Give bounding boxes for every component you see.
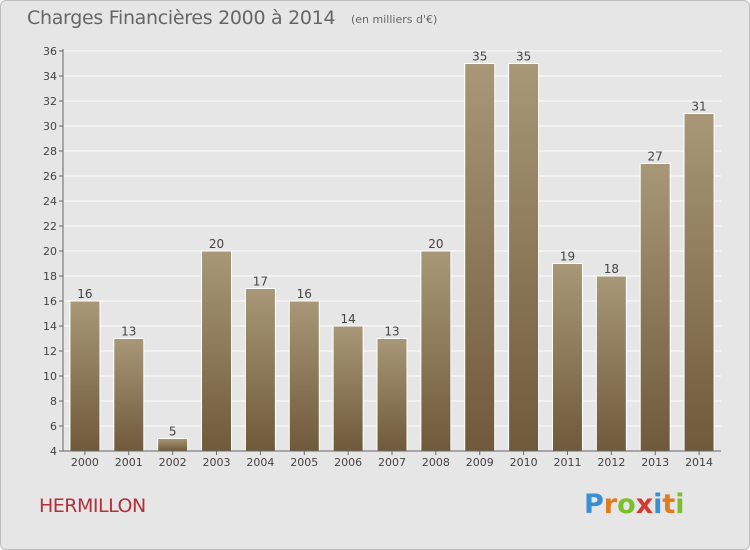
y-tick-label: 14 [43, 320, 57, 333]
x-tick-label-2008: 2008 [422, 456, 450, 469]
y-tick-label: 16 [43, 295, 57, 308]
chart-title: Charges Financières 2000 à 2014 [27, 7, 336, 29]
x-axis: 2000 2001 2002 2003 2004 2005 2006 2007 2008 2009… [63, 450, 721, 469]
bar-2008 [420, 250, 452, 452]
y-tick-label: 34 [43, 70, 57, 83]
x-tick-label-2001: 2001 [115, 456, 143, 469]
data-label-2014: 31 [691, 100, 706, 114]
data-label-2007: 13 [384, 325, 399, 339]
bar-2001 [113, 338, 145, 452]
logo-letter: i [675, 489, 685, 520]
bar-2002 [157, 438, 189, 452]
bar-2004 [244, 288, 276, 452]
y-tick-label: 12 [43, 345, 57, 358]
y-tick-label: 6 [50, 420, 57, 433]
x-tick-label-2004: 2004 [246, 456, 274, 469]
y-tick-label: 24 [43, 195, 57, 208]
y-tick-label: 18 [43, 270, 57, 283]
data-label-2000: 16 [77, 287, 92, 301]
bar-2012 [595, 275, 627, 452]
x-tick-label-2010: 2010 [510, 456, 538, 469]
data-label-2003: 20 [209, 237, 224, 251]
chart-unit-label: (en milliers d'€) [351, 13, 438, 26]
bar-2000 [69, 300, 101, 452]
place-name: HERMILLON [39, 495, 146, 517]
y-tick-label: 22 [43, 220, 57, 233]
y-tick-label: 32 [43, 95, 57, 108]
y-tick-label: 8 [50, 395, 57, 408]
bars [69, 63, 715, 452]
logo-letter: P [584, 489, 604, 520]
logo-letter: r [603, 489, 618, 520]
y-tick-label: 30 [43, 120, 57, 133]
logo-letter: t [662, 489, 676, 520]
logo-letter: x [635, 489, 654, 520]
y-tick-label: 36 [43, 45, 57, 58]
bar-2007 [376, 338, 408, 452]
logo-letter: i [653, 489, 663, 520]
data-label-2010: 35 [516, 50, 531, 64]
data-label-2008: 20 [428, 237, 443, 251]
bar-2013 [639, 163, 671, 452]
bar-2011 [551, 263, 583, 452]
y-tick-label: 4 [50, 445, 57, 458]
data-label-2009: 35 [472, 50, 487, 64]
y-tick-label: 10 [43, 370, 57, 383]
x-tick-label-2003: 2003 [203, 456, 231, 469]
x-tick-label-2012: 2012 [597, 456, 625, 469]
x-tick-label-2000: 2000 [71, 456, 99, 469]
x-tick-label-2005: 2005 [290, 456, 318, 469]
y-tick-label: 28 [43, 145, 57, 158]
data-label-2001: 13 [121, 325, 136, 339]
proxiti-logo: Proxiti [584, 489, 685, 520]
bar-2014 [683, 113, 715, 452]
bar-2009 [464, 63, 496, 452]
y-axis: 4 6 8 10 12 14 16 18 20 22 24 26 28 30 32 34 36 [43, 45, 64, 458]
y-tick-label: 26 [43, 170, 57, 183]
bar-2006 [332, 325, 364, 452]
x-tick-label-2013: 2013 [641, 456, 669, 469]
x-tick-label-2007: 2007 [378, 456, 406, 469]
data-label-2012: 18 [604, 262, 619, 276]
data-label-2005: 16 [297, 287, 312, 301]
bar-2010 [508, 63, 540, 452]
y-tick-label: 20 [43, 245, 57, 258]
data-labels: 16 13 5 20 17 16 14 13 20 35 35 19 18 27 31 [77, 50, 706, 439]
data-label-2011: 19 [560, 250, 575, 264]
x-tick-label-2014: 2014 [685, 456, 713, 469]
bar-2003 [201, 250, 233, 452]
x-tick-label-2006: 2006 [334, 456, 362, 469]
x-tick-label-2011: 2011 [553, 456, 581, 469]
data-label-2002: 5 [169, 425, 177, 439]
x-tick-label-2009: 2009 [466, 456, 494, 469]
data-label-2013: 27 [648, 150, 663, 164]
data-label-2006: 14 [340, 312, 355, 326]
bar-2005 [288, 300, 320, 452]
x-tick-label-2002: 2002 [159, 456, 187, 469]
logo-letter: o [617, 489, 636, 520]
data-label-2004: 17 [253, 275, 268, 289]
